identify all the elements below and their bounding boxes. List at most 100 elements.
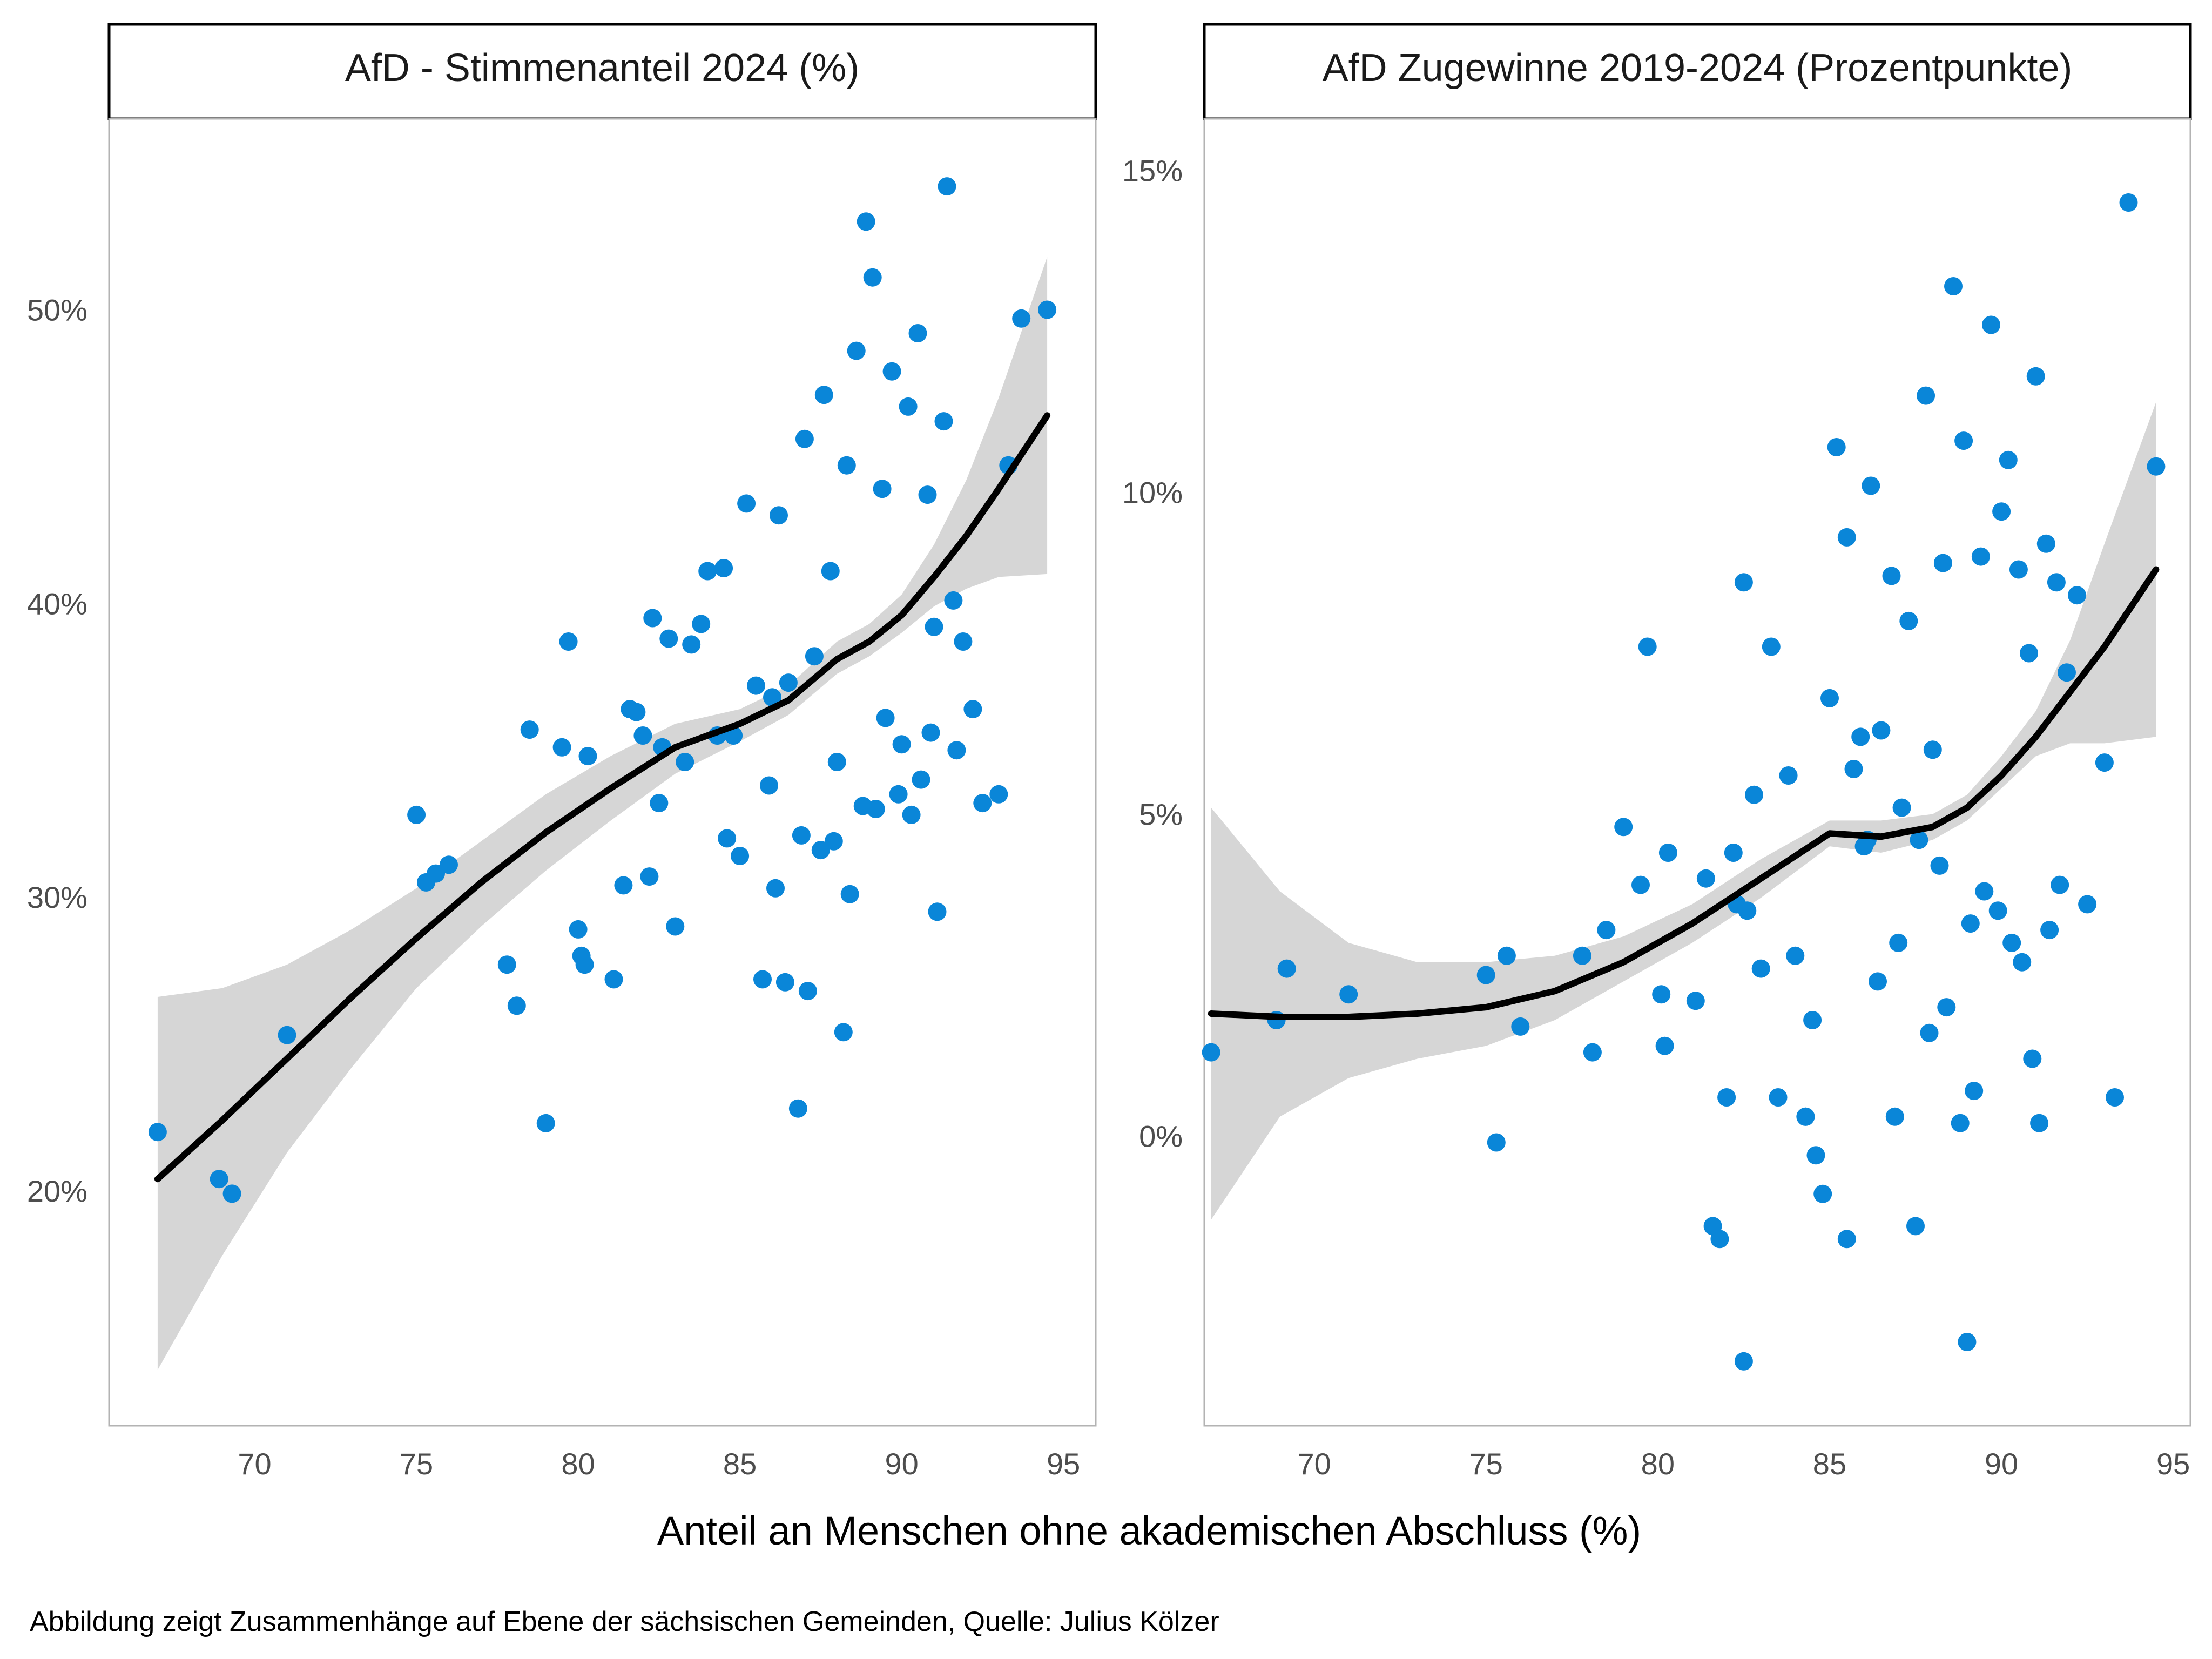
panel-vote-share-point [889,785,908,804]
panel-vote-gains-point [1992,502,2011,521]
panel-vote-gains-point [2119,193,2138,212]
panel-vote-share-x-tick-label: 75 [400,1447,433,1481]
panel-vote-gains-point [1965,1082,1984,1101]
panel-vote-gains-point [2068,586,2086,605]
panel-vote-share-point [902,805,921,824]
panel-vote-share-point [873,480,892,498]
panel-vote-gains-point [1923,740,1942,759]
panel-vote-gains-x-tick-label: 85 [1813,1447,1846,1481]
panel-vote-share-point [921,723,940,742]
panel-vote-share-point [627,703,646,721]
panel-vote-gains-point [1614,818,1633,837]
panel-vote-gains-point [1999,450,2018,469]
panel-vote-share-point [824,832,843,851]
panel-vote-gains-point [2013,953,2032,972]
panel-vote-share-point [847,341,866,360]
panel-vote-gains-point [1937,998,1956,1017]
panel-vote-share-smooth-line [154,412,1051,1183]
panel-vote-gains-point [2147,457,2166,476]
panel-vote-gains-point [1930,856,1949,875]
panel-vote-gains-point [1872,721,1891,740]
panel-vote-share-point [440,855,458,874]
panel-vote-share-point [731,847,750,865]
panel-vote-gains-point [1738,901,1757,920]
panel-vote-gains-point [1899,611,1918,630]
panel-vote-gains-point [2078,895,2097,914]
panel-vote-gains-point [2051,875,2069,894]
panel-vote-share-point [536,1114,555,1132]
panel-vote-share-point [840,885,859,903]
panel-vote-share-point [222,1184,241,1203]
panel-vote-share-point [575,955,594,974]
panel-vote-gains-point [1885,1107,1904,1126]
panel-vote-gains-point [1638,637,1657,656]
panel-vote-share-point [552,738,571,757]
panel-vote-share-point [559,632,578,651]
panel-vote-gains-point [1844,760,1863,778]
panel-vote-gains-point [1710,1230,1729,1249]
panel-vote-gains-point [1820,689,1839,707]
panel-vote-share-point [569,920,588,939]
panel-vote-share-point [954,632,973,651]
panel-vote-share-point [640,867,659,886]
panel-vote-gains-point [2040,921,2059,940]
panel-vote-share-points [148,177,1057,1203]
panel-vote-gains-point [1906,1217,1925,1236]
panel-vote-gains-x-tick-label: 80 [1641,1447,1675,1481]
panel-vote-share-point [947,741,966,760]
panel-vote-gains-point [1806,1146,1825,1165]
panel-vote-gains-point [1717,1088,1736,1107]
panel-vote-share-point [520,720,539,739]
panel-vote-share-point [148,1123,167,1142]
panel-vote-share-title: AfD - Stimmenanteil 2024 (%) [345,46,859,90]
panel-vote-share-point [811,841,830,860]
panel-vote-share-point [507,996,526,1015]
panel-vote-gains-title: AfD Zugewinne 2019-2024 (Prozentpunkte) [1323,46,2073,90]
panel-vote-share-point [798,982,817,1001]
panel-vote-gains-title-strip [1203,23,2192,120]
panel-vote-share-point [427,864,445,883]
panel-vote-share-point [989,785,1008,804]
panel-vote-gains-point [1762,637,1781,656]
panel-vote-gains-y-axis: 0% 5% 10% 15% [1122,153,1183,1153]
panel-vote-share-point [866,800,885,818]
panel-vote-gains-plot-area [1203,118,2191,1427]
panel-vote-share: AfD - Stimmenanteil 2024 (%) 20% 30% 40% 50… [27,23,1097,1481]
panel-vote-share-point [814,386,833,404]
panel-vote-share-point [753,970,772,989]
panel-vote-gains-point [1882,567,1901,585]
panel-vote-share-point [643,609,662,628]
panel-vote-share-point [578,747,597,766]
panel-vote-gains-point [1892,798,1911,817]
panel-vote-share-y-tick-label: 20% [27,1174,87,1208]
panel-vote-share-point [908,324,927,342]
panel-vote-share-point [692,615,711,633]
panel-vote-gains-point [1862,476,1880,495]
panel-vote-gains-y-tick-label: 5% [1139,797,1183,831]
panel-vote-gains-point [1917,386,1936,405]
panel-vote-share-point [1038,300,1057,319]
panel-vote-gains-point [1958,1333,1977,1351]
panel-vote-gains-point [1982,315,2000,334]
panel-vote-gains-point [1724,844,1743,862]
panel-vote-share-point [766,879,785,898]
panel-vote-gains-point [1851,727,1870,746]
panel-vote-share-point [876,709,895,727]
panel-vote-share-point [698,562,717,581]
panel-vote-gains-point [2002,933,2021,952]
panel-vote-gains-point [1803,1011,1822,1029]
panel-vote-gains-point [1631,875,1650,894]
panel-vote-gains-point [2009,560,2028,579]
panel-vote-gains-x-tick-label: 95 [2156,1447,2190,1481]
panel-vote-gains-point [2036,534,2055,553]
panel-vote-gains-point [1889,933,1908,952]
panel-vote-gains-point [1920,1023,1939,1042]
panel-vote-share-point [837,456,856,475]
panel-vote-share-point [973,794,992,813]
panel-vote-gains-point [1745,785,1763,804]
panel-vote-share-point [278,1026,296,1044]
panel-vote-share-point [912,770,930,789]
panel-vote-gains-point [1686,992,1705,1010]
panel-vote-share-point [747,676,765,695]
